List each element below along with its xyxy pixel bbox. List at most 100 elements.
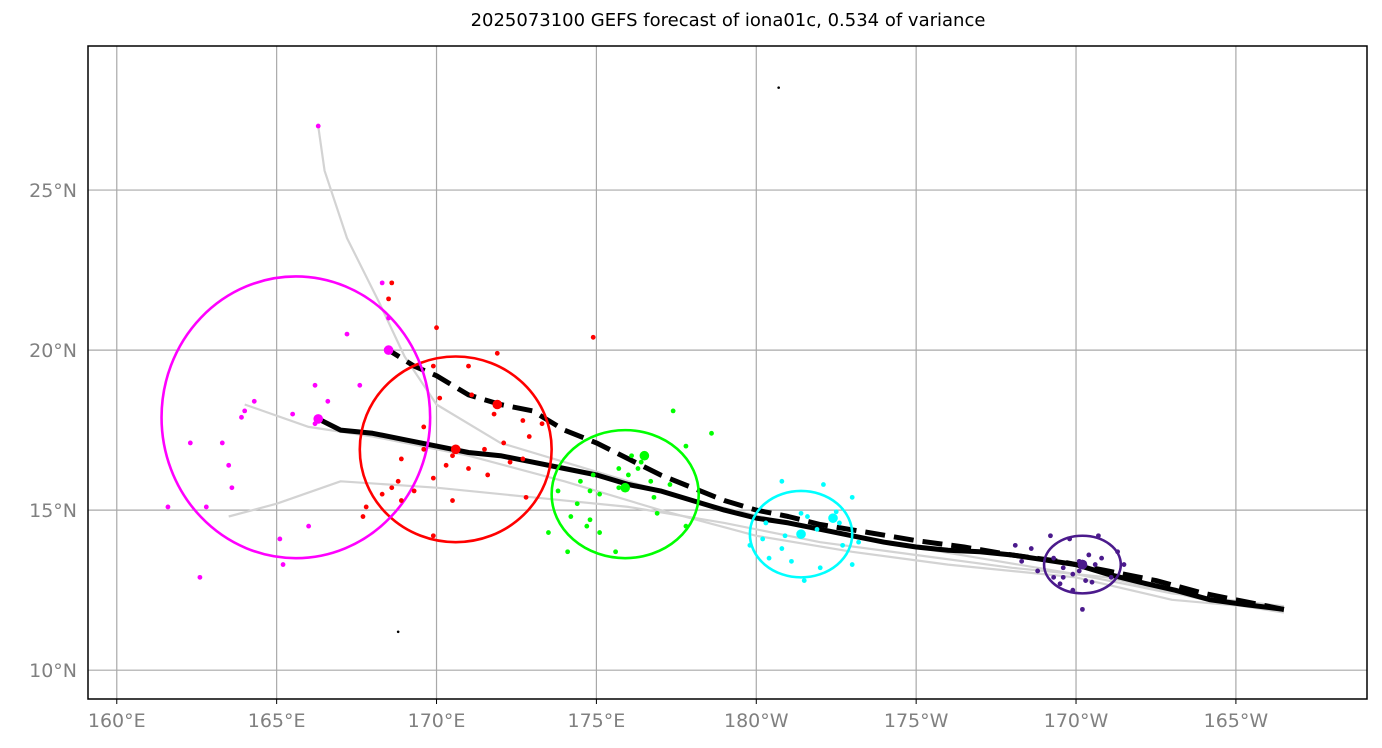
member-point bbox=[344, 331, 350, 337]
uncertainty-ellipse bbox=[1042, 534, 1123, 595]
x-tick-label: 165°W bbox=[1204, 710, 1269, 732]
member-point bbox=[507, 459, 513, 465]
member-point bbox=[1067, 536, 1073, 542]
member-point bbox=[466, 363, 471, 369]
member-point bbox=[306, 523, 312, 529]
x-tick-label: 175°E bbox=[568, 710, 626, 732]
member-point bbox=[379, 491, 385, 497]
mean-track-marker bbox=[796, 529, 806, 539]
member-point bbox=[501, 440, 507, 446]
member-point bbox=[814, 526, 820, 532]
member-point bbox=[360, 514, 366, 519]
member-point bbox=[555, 488, 561, 494]
member-point bbox=[779, 478, 785, 484]
member-point bbox=[837, 520, 842, 526]
member-point bbox=[574, 501, 580, 507]
member-point bbox=[389, 280, 395, 286]
x-tick-label: 170°W bbox=[1044, 710, 1109, 732]
x-tick-label: 175°W bbox=[884, 710, 949, 732]
member-point bbox=[670, 408, 676, 414]
member-point bbox=[568, 514, 574, 519]
member-point bbox=[1070, 587, 1076, 593]
member-point bbox=[840, 542, 846, 548]
member-point bbox=[1115, 549, 1120, 555]
x-tick-label: 160°E bbox=[88, 710, 146, 732]
member-point bbox=[654, 510, 660, 516]
variance-track-marker bbox=[492, 399, 503, 410]
variance-track-marker bbox=[828, 513, 838, 523]
member-point bbox=[1092, 562, 1098, 567]
member-point bbox=[789, 558, 794, 564]
member-point bbox=[450, 453, 455, 459]
member-point bbox=[539, 421, 545, 427]
mean-tracks bbox=[317, 347, 1285, 612]
member-point bbox=[629, 453, 634, 459]
uncertainty-ellipse bbox=[358, 355, 553, 544]
member-point bbox=[434, 325, 439, 331]
mean-track-marker bbox=[620, 482, 630, 493]
member-point bbox=[766, 555, 772, 561]
member-point bbox=[590, 472, 596, 478]
member-point bbox=[856, 539, 861, 545]
plot-frame bbox=[87, 45, 1368, 700]
member-point bbox=[1035, 568, 1041, 574]
member-point bbox=[760, 536, 766, 542]
member-point bbox=[430, 363, 436, 369]
variance-track-marker bbox=[639, 450, 650, 461]
member-point bbox=[251, 398, 257, 404]
member-point bbox=[1051, 574, 1057, 580]
member-point bbox=[763, 520, 769, 526]
member-point bbox=[1012, 542, 1018, 548]
member-point bbox=[526, 434, 532, 439]
member-point bbox=[229, 485, 235, 491]
y-tick-label: 10°N bbox=[29, 660, 77, 682]
y-tick-label: 25°N bbox=[29, 180, 77, 202]
member-point bbox=[1060, 565, 1066, 571]
uncertainty-ellipse bbox=[160, 275, 432, 560]
ensemble-track-line bbox=[228, 480, 1285, 614]
member-point bbox=[546, 530, 551, 535]
member-point bbox=[485, 472, 491, 478]
member-point bbox=[226, 462, 232, 468]
member-point bbox=[398, 456, 404, 462]
member-point bbox=[398, 498, 404, 503]
member-point bbox=[613, 549, 618, 555]
member-point bbox=[466, 466, 471, 471]
member-point bbox=[187, 440, 193, 446]
member-point bbox=[1076, 568, 1082, 574]
member-point bbox=[411, 488, 417, 494]
member-point bbox=[584, 523, 590, 529]
member-point bbox=[587, 517, 593, 523]
member-point bbox=[491, 411, 497, 417]
member-point bbox=[587, 488, 593, 494]
member-point bbox=[482, 446, 487, 452]
member-point bbox=[520, 456, 526, 462]
member-point bbox=[821, 482, 826, 487]
member-point bbox=[849, 562, 855, 567]
member-point bbox=[389, 485, 395, 491]
mean-track-marker bbox=[450, 444, 461, 455]
member-point bbox=[747, 542, 753, 548]
member-point bbox=[219, 440, 225, 446]
member-point bbox=[683, 443, 689, 449]
member-point bbox=[817, 565, 823, 571]
member-point bbox=[683, 523, 689, 529]
variance-track-marker bbox=[1077, 559, 1088, 570]
member-point bbox=[395, 478, 401, 484]
member-point bbox=[363, 504, 369, 510]
member-point bbox=[379, 280, 385, 286]
member-point bbox=[638, 459, 644, 465]
mean-track-marker bbox=[313, 414, 324, 424]
member-point bbox=[597, 530, 602, 535]
stray-point bbox=[396, 630, 400, 634]
member-point bbox=[1089, 579, 1095, 585]
member-point bbox=[779, 546, 785, 551]
member-point bbox=[421, 446, 427, 452]
member-point bbox=[635, 466, 641, 471]
member-point bbox=[667, 482, 673, 487]
member-point bbox=[469, 392, 475, 398]
member-point bbox=[443, 462, 449, 468]
member-point bbox=[709, 430, 714, 436]
axes bbox=[87, 45, 1368, 704]
x-tick-label: 170°E bbox=[408, 710, 466, 732]
